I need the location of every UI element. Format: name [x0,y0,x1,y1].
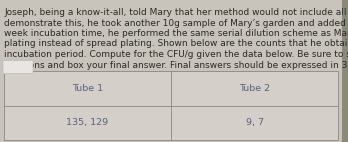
Text: Joseph, being a know-it-all, told Mary that her method would not include all mic: Joseph, being a know-it-all, told Mary t… [4,8,348,17]
Text: Tube 1: Tube 1 [72,84,103,93]
Bar [342,0,348,142]
Text: incubation period. Compute for the CFU/g given the data below. Be sure to show c: incubation period. Compute for the CFU/g… [4,50,348,59]
Text: 135, 129: 135, 129 [66,118,109,127]
Text: solutions and box your final answer. Final answers should be expressed in 3 sign: solutions and box your final answer. Fin… [4,60,348,69]
Bar [4,71,338,140]
Text: plating instead of spread plating. Shown below are the counts that he obtained a: plating instead of spread plating. Shown… [4,39,348,49]
Text: Tube 2: Tube 2 [239,84,270,93]
Text: 9, 7: 9, 7 [245,118,263,127]
FancyBboxPatch shape [3,60,33,74]
Text: week incubation time, he performed the same serial dilution scheme as Mary but u: week incubation time, he performed the s… [4,29,348,38]
Text: demonstrate this, he took another 10g sample of Mary’s garden and added starch. : demonstrate this, he took another 10g sa… [4,18,348,28]
